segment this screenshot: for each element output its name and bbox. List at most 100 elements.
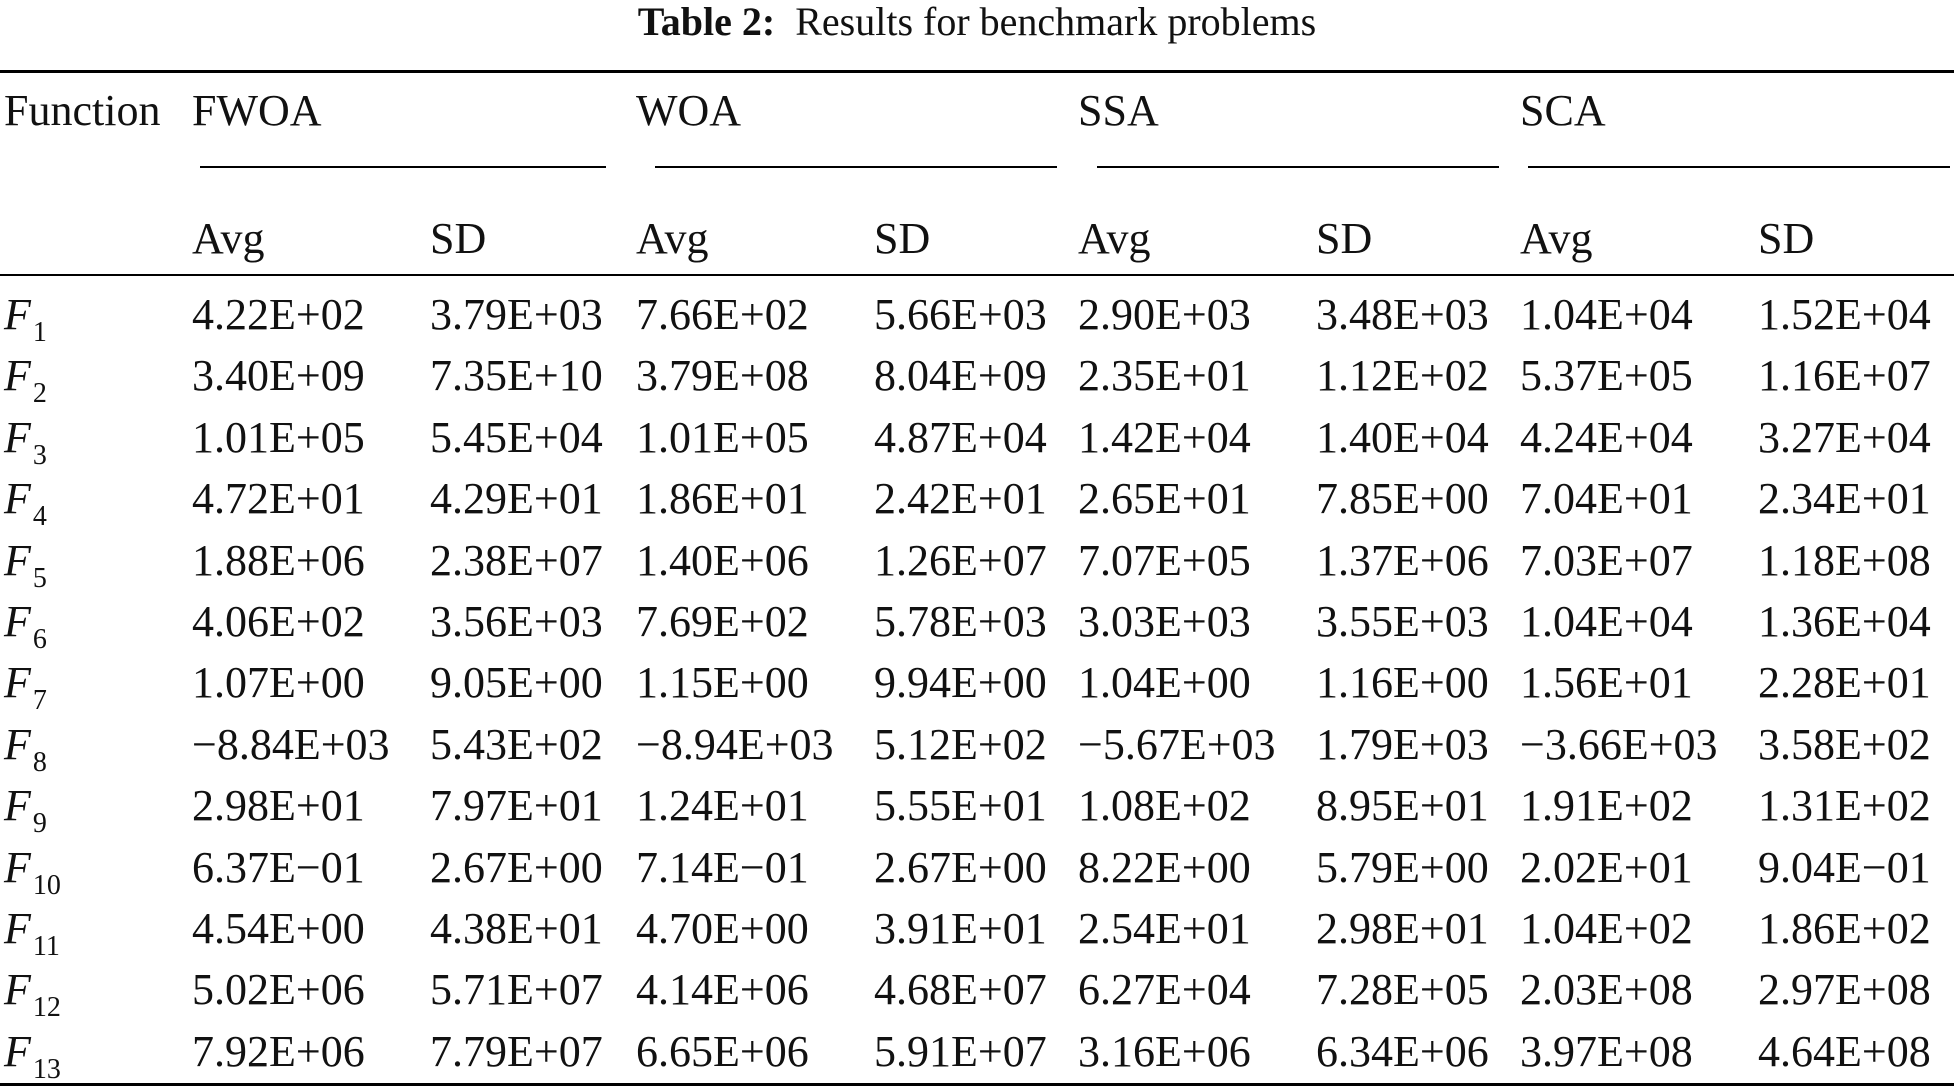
table-row: F2 3.40E+09 7.35E+10 3.79E+08 8.04E+09 2.35E+… [0, 345, 1954, 409]
table-cell: 4.14E+06 [636, 965, 809, 1015]
table-cell: 8.22E+00 [1078, 842, 1251, 892]
table-cell: 4.72E+01 [192, 474, 365, 524]
table-cell: −8.84E+03 [192, 719, 390, 769]
table-cell: 4.06E+02 [192, 597, 365, 646]
table-cell: 2.98E+01 [1316, 904, 1489, 953]
table-cell: 2.65E+01 [1078, 474, 1251, 524]
table-label: Table 2: [637, 0, 776, 44]
table-row: F9 2.98E+01 7.97E+01 1.24E+01 5.55E+01 1.08E+… [0, 775, 1954, 839]
table-cell: 6.34E+06 [1316, 1026, 1489, 1076]
subheader-sca-avg: Avg [1520, 214, 1593, 263]
table-cell: 1.16E+07 [1758, 351, 1931, 401]
table-row: F7 1.07E+00 9.05E+00 1.15E+00 9.94E+00 1.04E+… [0, 652, 1954, 717]
function-letter: F [4, 842, 31, 892]
function-subscript: 11 [32, 931, 60, 962]
row-function: F8 [4, 714, 47, 781]
table-cell: 9.05E+00 [430, 658, 603, 708]
function-letter: F [4, 1026, 31, 1076]
table-row: F5 1.88E+06 2.38E+07 1.40E+06 1.26E+07 7.07E+… [0, 530, 1954, 594]
table-cell: 1.07E+00 [192, 658, 365, 708]
table-cell: 1.18E+08 [1758, 535, 1931, 585]
function-letter: F [4, 474, 31, 524]
table-cell: 9.04E−01 [1758, 842, 1931, 892]
table-cell: 5.71E+07 [430, 965, 603, 1015]
table-cell: 2.02E+01 [1520, 842, 1693, 892]
table-cell: 7.07E+05 [1078, 535, 1251, 585]
table-cell: 4.24E+04 [1520, 412, 1693, 462]
table-cell: 2.67E+00 [430, 842, 603, 892]
table-cell: 1.15E+00 [636, 658, 809, 708]
table-title: Results for benchmark problems [795, 0, 1317, 44]
function-letter: F [4, 658, 31, 708]
table-cell: 4.87E+04 [874, 412, 1047, 462]
table-cell: 1.26E+07 [874, 535, 1047, 585]
subheader-fwoa-sd: SD [430, 214, 487, 263]
table-cell: 5.12E+02 [874, 719, 1047, 769]
table-cell: 1.31E+02 [1758, 781, 1931, 831]
table-cell: 3.48E+03 [1316, 290, 1489, 339]
subheader-sca-sd: SD [1758, 214, 1815, 263]
table-cell: 4.29E+01 [430, 474, 603, 524]
table-cell: 5.91E+07 [874, 1026, 1047, 1076]
subheader-woa-sd: SD [874, 214, 931, 263]
table-cell: 2.34E+01 [1758, 474, 1931, 524]
table-cell: 6.65E+06 [636, 1026, 809, 1076]
row-function: F4 [4, 468, 47, 535]
table-cell: 1.16E+00 [1316, 658, 1489, 708]
table-cell: 2.54E+01 [1078, 904, 1251, 953]
function-letter: F [4, 290, 31, 339]
table-cell: 1.86E+02 [1758, 904, 1931, 953]
table-cell: 7.92E+06 [192, 1026, 365, 1076]
table-row: F4 4.72E+01 4.29E+01 1.86E+01 2.42E+01 2.65E+… [0, 468, 1954, 532]
function-letter: F [4, 719, 31, 769]
table-cell: 5.02E+06 [192, 965, 365, 1015]
bottom-rule [0, 1083, 1954, 1086]
table-cell: 7.14E−01 [636, 842, 809, 892]
table-cell: 2.35E+01 [1078, 351, 1251, 401]
row-function: F1 [4, 284, 47, 351]
table-cell: 5.55E+01 [874, 781, 1047, 831]
table-cell: 3.03E+03 [1078, 597, 1251, 646]
table-row: F13 7.92E+06 7.79E+07 6.65E+06 5.91E+07 3.16E… [0, 1021, 1954, 1085]
function-subscript: 7 [32, 685, 47, 717]
table-cell: 5.79E+00 [1316, 842, 1489, 892]
function-subscript: 6 [32, 624, 47, 655]
header-function: Function [4, 86, 161, 135]
subheader-fwoa-avg: Avg [192, 214, 265, 263]
function-letter: F [4, 781, 31, 831]
table-cell: 1.88E+06 [192, 535, 365, 585]
table-cell: 1.86E+01 [636, 474, 809, 524]
table-cell: 1.56E+01 [1520, 658, 1693, 708]
row-function: F5 [4, 530, 47, 597]
subheader-ssa-avg: Avg [1078, 214, 1151, 263]
table-caption: Table 2: Results for benchmark problems [0, 0, 1954, 44]
function-subscript: 4 [32, 501, 47, 533]
table-cell: 5.43E+02 [430, 719, 603, 769]
header-rule [0, 274, 1954, 276]
function-subscript: 13 [32, 1053, 61, 1085]
table-cell: 3.58E+02 [1758, 719, 1931, 769]
table-cell: 2.90E+03 [1078, 290, 1251, 339]
table-cell: 4.22E+02 [192, 290, 365, 339]
table-cell: 7.03E+07 [1520, 535, 1693, 585]
row-function: F2 [4, 345, 47, 412]
function-letter: F [4, 535, 31, 585]
table-cell: 5.37E+05 [1520, 351, 1693, 401]
table-cell: 3.91E+01 [874, 904, 1047, 953]
table-cell: 1.37E+06 [1316, 535, 1489, 585]
function-subscript: 1 [32, 317, 47, 348]
table-cell: 1.42E+04 [1078, 412, 1251, 462]
function-subscript: 8 [32, 746, 47, 778]
group-rule-fwoa [200, 166, 606, 168]
header-group-ssa: SSA [1078, 86, 1159, 135]
table-cell: 1.79E+03 [1316, 719, 1489, 769]
top-rule [0, 70, 1954, 73]
table-row: F8 −8.84E+03 5.43E+02 −8.94E+03 5.12E+02 −5.6… [0, 714, 1954, 778]
table-cell: 6.37E−01 [192, 842, 365, 892]
table-cell: 2.28E+01 [1758, 658, 1931, 708]
table-row: F6 4.06E+02 3.56E+03 7.69E+02 5.78E+03 3.03E+… [0, 591, 1954, 655]
function-subscript: 2 [32, 378, 47, 410]
table-cell: 3.79E+03 [430, 290, 603, 339]
row-function: F10 [4, 837, 61, 904]
row-function: F9 [4, 775, 47, 842]
